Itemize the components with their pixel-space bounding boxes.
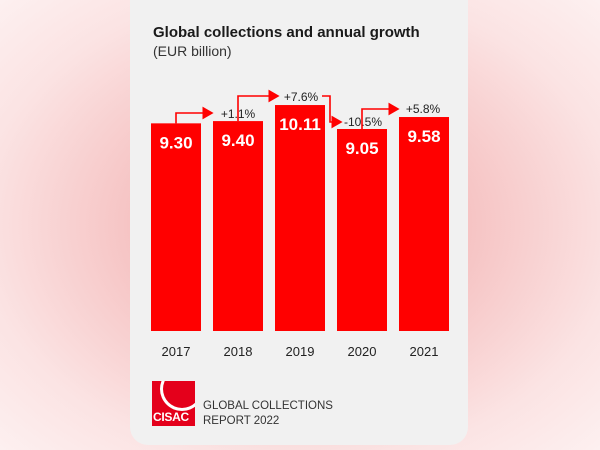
growth-arrow: [361, 102, 400, 129]
bar-2019: [275, 105, 325, 331]
value-label: 10.11: [279, 115, 321, 134]
report-label: GLOBAL COLLECTIONS REPORT 2022: [203, 400, 333, 427]
unit-label: (EUR billion): [153, 43, 232, 59]
bar-2020: [337, 129, 387, 331]
x-tick-label: 2017: [162, 344, 191, 359]
value-label: 9.30: [159, 133, 192, 152]
x-tick-label: 2019: [286, 344, 315, 359]
chart-title: Global collections and annual growth (EU…: [153, 24, 453, 61]
growth-arrow: [175, 106, 214, 124]
x-tick-label: 2020: [348, 344, 377, 359]
growth-arrow: [237, 89, 280, 122]
title-text: Global collections and annual growth: [153, 24, 420, 41]
x-tick-label: 2018: [224, 344, 253, 359]
growth-label: +5.8%: [406, 102, 441, 116]
cisac-logo: CISAC: [152, 381, 195, 426]
growth-label: +7.6%: [284, 90, 319, 104]
value-label: 9.58: [407, 127, 440, 146]
value-label: 9.40: [221, 131, 254, 150]
x-tick-label: 2021: [410, 344, 439, 359]
bar-2021: [399, 117, 449, 331]
value-label: 9.05: [345, 139, 378, 158]
growth-label: -10.5%: [344, 115, 382, 129]
bar-2018: [213, 121, 263, 331]
bar-2017: [151, 123, 201, 331]
growth-arrow: [322, 95, 343, 129]
